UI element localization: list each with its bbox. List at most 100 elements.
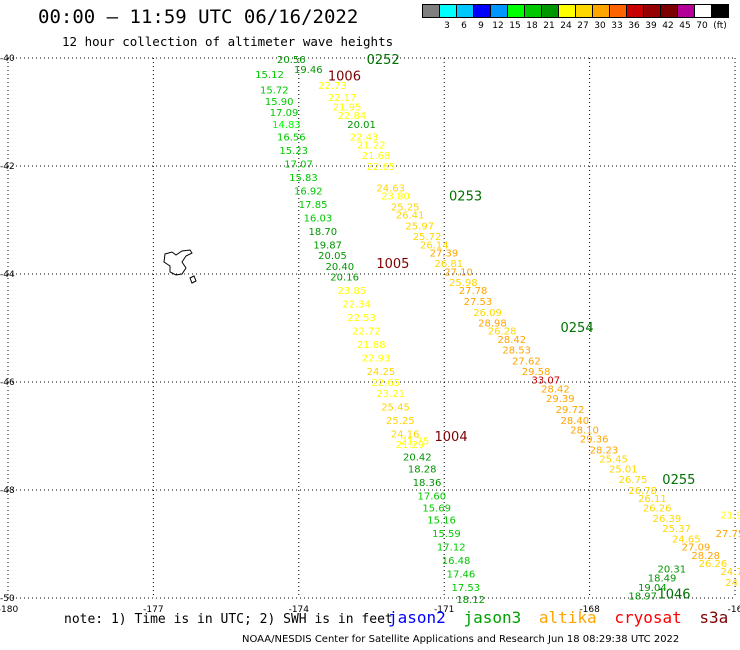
wave-height-label: 18.97 <box>628 591 657 602</box>
wave-height-label: 28.53 <box>502 346 531 357</box>
wave-height-label: 22.65 <box>367 162 396 173</box>
wave-height-label: 15.59 <box>432 529 461 540</box>
wave-height-label: 26.26 <box>699 559 728 570</box>
wave-height-label: 23.80 <box>381 192 410 203</box>
wave-height-label: 19.04 <box>638 583 667 594</box>
colorbar-cell <box>558 4 576 18</box>
colorbar-label: 27 <box>577 21 589 31</box>
colorbar-cell <box>507 4 525 18</box>
wave-height-label: 24 <box>725 578 738 589</box>
wave-height-label: 18.28 <box>408 464 437 475</box>
wave-height-label: 29.72 <box>556 405 585 416</box>
pass-time-label: 1005 <box>376 257 409 272</box>
wave-height-label: 33.07 <box>531 375 560 386</box>
wave-height-label: 20.01 <box>347 120 376 131</box>
colorbar-label: 42 <box>662 21 674 31</box>
wave-height-label: 26.09 <box>473 308 502 319</box>
colorbar-cell <box>711 4 729 18</box>
lon-tick-label: -180 <box>0 605 18 615</box>
wave-height-label: 23.21 <box>376 389 405 400</box>
wave-height-label: 15.69 <box>422 503 451 514</box>
colorbar-cell <box>626 4 644 18</box>
colorbar-label: 39 <box>645 21 657 31</box>
pass-time-labels: 0252 1006 0253 1005 0254 1004 0255 1046 <box>328 53 696 603</box>
wave-height-label: 25.25 <box>386 416 415 427</box>
colorbar-cell <box>490 4 508 18</box>
legend-altika: altika <box>538 608 597 627</box>
wave-height-label: 21.99 <box>720 510 740 521</box>
colorbar-label: 30 <box>594 21 606 31</box>
colorbar-cell <box>694 4 712 18</box>
lon-tick-label: -16 <box>728 605 740 615</box>
wave-height-label: 25.25 <box>391 203 420 214</box>
colorbar-cell <box>643 4 661 18</box>
wave-height-label: 26.78 <box>628 486 657 497</box>
wave-height-label: 22.43 <box>350 132 379 143</box>
colorbar-cell <box>609 4 627 18</box>
wave-height-label: 17.12 <box>437 543 466 554</box>
wave-height-label: 25.97 <box>405 221 434 232</box>
wave-height-label: 17.53 <box>451 583 480 594</box>
wave-height-label: 26.75 <box>619 475 648 486</box>
colorbar-cell <box>660 4 678 18</box>
wave-height-label: 21.29 <box>396 440 425 451</box>
colorbar-cell <box>439 4 457 18</box>
wave-height-label: 20.31 <box>657 564 686 575</box>
colorbar-label: 18 <box>526 21 538 31</box>
wave-height-label: 24.16 <box>391 429 420 440</box>
colorbar-label: 12 <box>492 21 504 31</box>
wave-height-label: 21.95 <box>333 103 362 114</box>
wave-height-label: 21.88 <box>357 340 386 351</box>
legend-s3a: s3a <box>699 608 729 627</box>
wave-height-label: 27.10 <box>444 267 473 278</box>
colorbar-label: 3 <box>444 21 450 31</box>
lat-tick-label: -48 <box>0 486 15 496</box>
wave-height-label: 28.98 <box>478 319 507 330</box>
wave-height-label: 20.05 <box>318 251 347 262</box>
wave-height-label: 20.56 <box>277 55 306 66</box>
wave-height-label: 25.45 <box>599 455 628 466</box>
lat-tick-label: -50 <box>0 594 15 604</box>
wave-height-label: 26.39 <box>653 514 682 525</box>
pass-time-label: 0253 <box>449 190 482 205</box>
wave-height-label: 26.11 <box>638 494 667 505</box>
wave-height-label: 27.09 <box>682 543 711 554</box>
colorbar-label: 45 <box>679 21 691 31</box>
wave-height-label: 29.39 <box>546 394 575 405</box>
wave-height-label: 15.90 <box>265 97 294 108</box>
wave-height-label: 18.70 <box>308 227 337 238</box>
wave-height-label: 28.23 <box>590 446 619 457</box>
wave-height-label: 16.48 <box>442 556 471 567</box>
wave-height-label: 20.16 <box>330 273 359 284</box>
wave-height-label: 18.12 <box>456 595 485 606</box>
wave-height-label: 23.85 <box>338 286 367 297</box>
wave-height-label: 14.83 <box>272 120 301 131</box>
wave-height-label: 26.14 <box>420 240 449 251</box>
lon-tick-label: -177 <box>143 605 163 615</box>
colorbar-label: 21 <box>543 21 555 31</box>
wave-height-label: 15.72 <box>260 85 289 96</box>
wave-height-label: 25.01 <box>609 464 638 475</box>
wave-height-label: 28.10 <box>570 426 599 437</box>
page-subtitle: 12 hour collection of altimeter wave hei… <box>62 34 394 49</box>
colorbar-label: 6 <box>461 21 467 31</box>
wave-height-label: 20.42 <box>403 453 432 464</box>
satellite-legend: jason2 jason3 altika cryosat s3a <box>388 608 736 627</box>
wave-height-label: 26.28 <box>488 327 517 338</box>
wave-height-label: 22.53 <box>347 313 376 324</box>
wave-height-label: 18.36 <box>413 478 442 489</box>
wave-height-label: 22.84 <box>338 111 367 122</box>
wave-height-label: 16.03 <box>304 213 333 224</box>
wave-height-label: 21.75 <box>401 436 430 447</box>
wave-height-label: 26.41 <box>396 211 425 222</box>
wave-height-label: 26.26 <box>643 503 672 514</box>
legend-jason2: jason2 <box>388 608 446 627</box>
colorbar-cell <box>677 4 695 18</box>
wave-height-label: 16.56 <box>277 132 306 143</box>
colorbar-label: 15 <box>509 21 521 31</box>
colorbar-label: 36 <box>628 21 640 31</box>
wave-height-label: 19.87 <box>313 240 342 251</box>
wave-height-label: 29.36 <box>580 435 609 446</box>
colorbar-cell <box>524 4 542 18</box>
